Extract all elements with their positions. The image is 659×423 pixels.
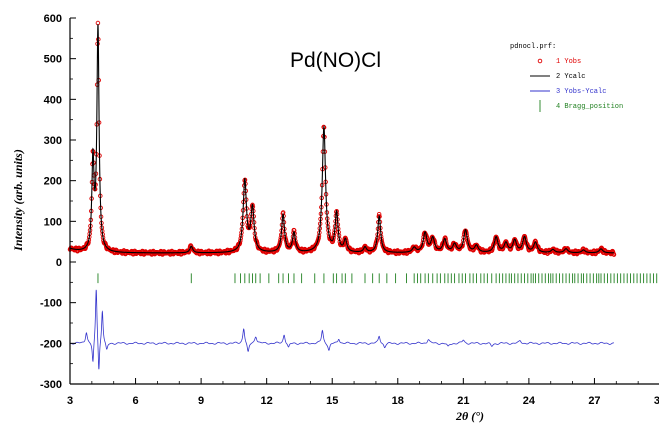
x-tick-label: 27 bbox=[588, 395, 600, 407]
y-tick-label: -100 bbox=[40, 298, 62, 310]
yobs-ycalc-line bbox=[69, 289, 615, 370]
legend-label: 4 Bragg_position bbox=[556, 103, 623, 111]
x-tick-label: 3 bbox=[654, 395, 659, 407]
y-tick-label: 0 bbox=[56, 257, 62, 269]
x-tick-label: 21 bbox=[457, 395, 469, 407]
x-tick-label: 15 bbox=[326, 395, 338, 407]
y-tick-label: 200 bbox=[44, 176, 62, 188]
x-axis-title: 2θ (°) bbox=[455, 409, 484, 423]
legend-symbol-yobs bbox=[537, 58, 543, 64]
y-tick-label: 300 bbox=[44, 135, 62, 147]
legend: pdnocl.prf:1 Yobs 2 Ycalc 3 Yobs-Ycalc 4 Br… bbox=[510, 43, 623, 112]
ycalc-line bbox=[69, 24, 614, 254]
legend-label: 3 Yobs-Ycalc bbox=[556, 88, 606, 96]
x-tick-label: 9 bbox=[198, 395, 204, 407]
y-tick-label: 100 bbox=[44, 216, 62, 228]
y-tick-label: 400 bbox=[44, 94, 62, 106]
chart-title: Pd(NO)Cl bbox=[290, 49, 381, 72]
x-tick-label: 18 bbox=[392, 395, 404, 407]
y-tick-label: -200 bbox=[40, 338, 62, 350]
y-tick-label: 600 bbox=[44, 13, 62, 25]
legend-header: pdnocl.prf: bbox=[510, 43, 556, 51]
y-axis-title: Intensity (arb. units) bbox=[11, 149, 25, 252]
y-tick-label: 500 bbox=[44, 54, 62, 66]
legend-label: 1 Yobs bbox=[556, 58, 581, 66]
x-tick-label: 6 bbox=[132, 395, 138, 407]
x-tick-label: 12 bbox=[261, 395, 273, 407]
x-tick-label: 3 bbox=[67, 395, 73, 407]
plot-area bbox=[67, 20, 658, 370]
axes: -300 -200 -100 0 100 200 300 400 500 600 3 6 9 12 15 18… bbox=[40, 13, 659, 407]
legend-label: 2 Ycalc bbox=[556, 73, 585, 81]
y-tick-label: -300 bbox=[40, 379, 62, 391]
x-tick-label: 24 bbox=[523, 395, 536, 407]
